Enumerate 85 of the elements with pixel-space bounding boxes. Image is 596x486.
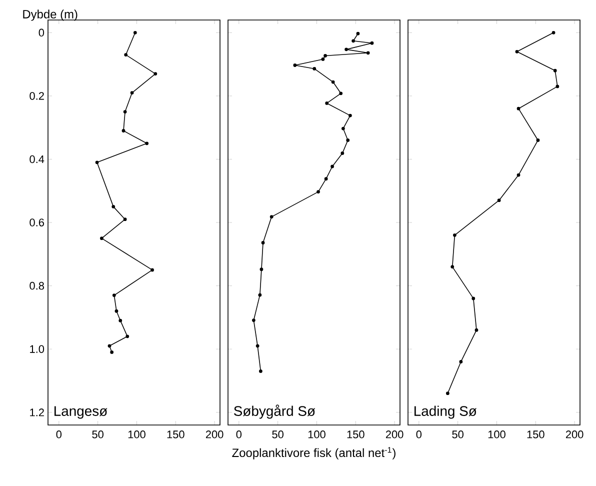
point <box>324 54 327 58</box>
y-tick-label: 0.2 <box>30 92 44 100</box>
point <box>472 296 476 300</box>
point <box>150 268 154 272</box>
point <box>270 215 274 218</box>
point <box>118 318 122 322</box>
x-tick-label: 150 <box>347 430 364 438</box>
point <box>339 92 343 96</box>
point <box>110 350 114 354</box>
point <box>497 198 501 202</box>
point <box>324 177 328 181</box>
x-tick-label: 0 <box>416 430 422 438</box>
y-tick-label: 1.2 <box>30 408 44 416</box>
point <box>348 114 352 118</box>
point <box>356 32 360 36</box>
x-tick-label: 200 <box>386 430 404 438</box>
point <box>260 268 264 272</box>
text: Lading Sø <box>414 406 477 419</box>
y-axis-title: Dybde (m) <box>23 10 78 21</box>
point <box>123 218 127 222</box>
y-tick-label: 0.4 <box>30 155 44 164</box>
point <box>446 392 450 396</box>
point <box>114 309 118 313</box>
point <box>145 142 149 146</box>
point <box>515 50 519 54</box>
y-tick-label: 1.0 <box>30 345 44 353</box>
point <box>346 138 350 142</box>
x-tick-label: 50 <box>92 430 104 438</box>
point <box>95 160 99 164</box>
point <box>258 370 262 373</box>
x-tick-label: 150 <box>527 430 544 438</box>
y-tick-label: 0.8 <box>30 282 44 290</box>
point <box>516 173 520 177</box>
x-tick-label: 200 <box>566 430 584 438</box>
point <box>100 236 104 240</box>
point <box>552 30 556 34</box>
point <box>133 30 137 34</box>
point <box>330 164 334 168</box>
point <box>516 106 520 110</box>
point <box>453 233 456 237</box>
point <box>331 80 335 84</box>
point <box>536 138 540 142</box>
point <box>123 110 127 114</box>
point <box>124 53 128 56</box>
point <box>340 152 344 155</box>
point <box>126 334 130 338</box>
point <box>316 190 320 194</box>
point <box>344 48 348 52</box>
point <box>325 102 329 105</box>
point <box>459 360 463 364</box>
point <box>352 39 356 43</box>
text: Søbygård Sø <box>234 404 316 419</box>
x-tick-label: 100 <box>128 430 146 438</box>
point <box>341 126 345 130</box>
point <box>366 51 370 55</box>
point <box>370 41 374 45</box>
point <box>556 84 560 88</box>
point <box>112 204 116 208</box>
point <box>312 67 316 70</box>
point <box>130 91 134 94</box>
x-tick-label: 50 <box>272 430 284 438</box>
point <box>261 241 265 244</box>
y-tick-label: 0.6 <box>30 218 44 226</box>
x-tick-label: 0 <box>56 430 62 438</box>
x-tick-label: 50 <box>452 430 464 438</box>
x-axis-title: Zooplanktivore fisk (antal net$^{-1}$) <box>232 447 396 460</box>
x-tick-label: 0 <box>236 430 242 438</box>
y-tick-label: 0 <box>38 28 44 37</box>
x-tick-label: 150 <box>167 430 184 438</box>
x-tick-label: 100 <box>488 430 506 438</box>
point <box>450 265 454 268</box>
point <box>108 344 112 348</box>
point <box>553 68 557 72</box>
x-tick-label: 100 <box>308 430 326 438</box>
text: Langesø <box>54 406 108 419</box>
point <box>112 294 116 297</box>
point <box>258 293 262 297</box>
point <box>154 72 158 76</box>
point <box>321 58 325 61</box>
point <box>293 64 297 67</box>
point <box>256 344 260 348</box>
point <box>252 318 256 322</box>
x-tick-label: 200 <box>206 430 224 438</box>
point <box>474 328 478 332</box>
point <box>122 129 126 132</box>
